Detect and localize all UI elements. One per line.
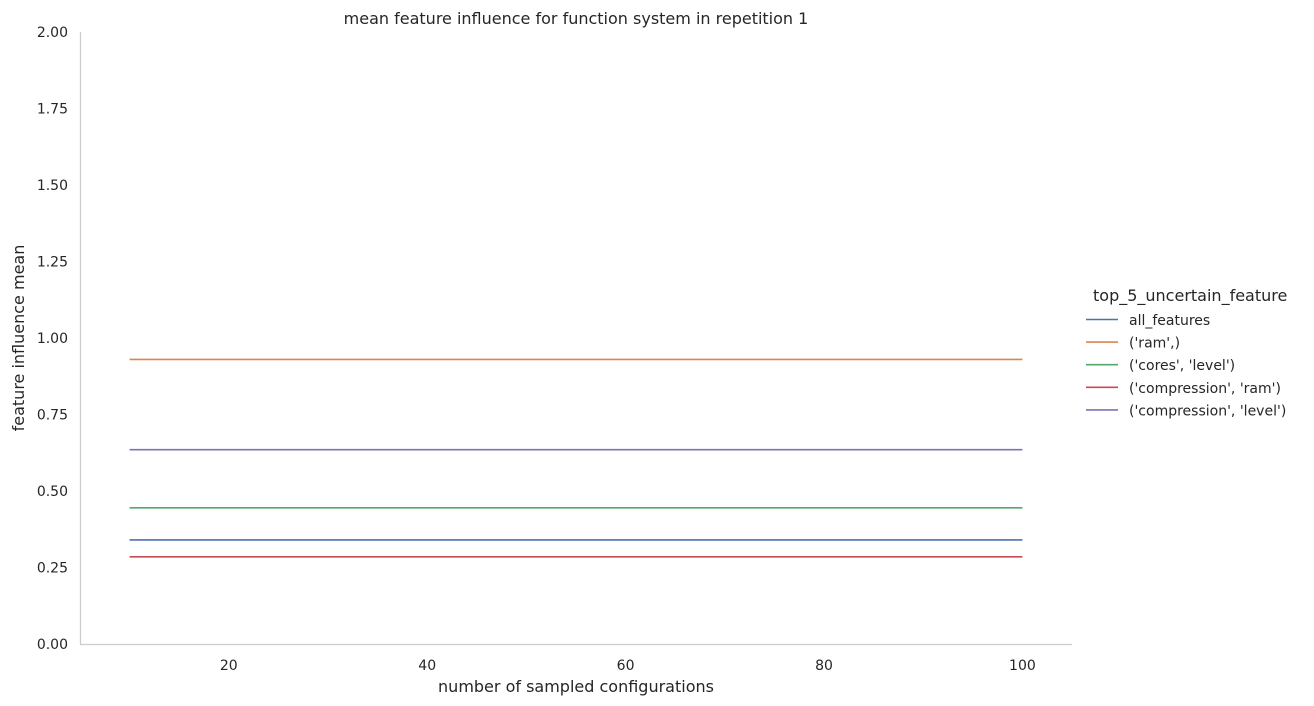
plot-area [79,32,1072,646]
y-axis-ticks: 0.00 0.25 0.50 0.75 1.00 1.25 1.50 1.75 2.00 [37,25,68,653]
series-layer [129,358,1023,558]
x-tick-label: 100 [1009,658,1036,674]
y-tick-label: 0.25 [37,561,68,577]
y-tick-label: 1.00 [37,331,68,347]
legend-entry-label: ('compression', 'ram') [1129,381,1281,397]
x-axis-ticks: 20 40 60 80 100 [220,658,1036,674]
y-tick-label: 1.25 [37,255,68,271]
y-tick-label: 1.75 [37,102,68,118]
legend-entry-label: ('ram',) [1129,336,1180,352]
x-tick-label: 80 [815,658,833,674]
x-tick-label: 40 [418,658,436,674]
y-tick-label: 0.50 [37,484,68,500]
y-axis-label: feature influence mean [9,245,28,432]
y-tick-label: 2.00 [37,25,68,41]
x-tick-label: 20 [220,658,238,674]
legend-entry-label: ('compression', 'level') [1129,403,1286,419]
legend-items: all_features ('ram',) ('cores', 'level') ('… [1086,313,1286,419]
y-tick-label: 1.50 [37,178,68,194]
x-axis-label: number of sampled configurations [438,677,714,696]
legend-title: top_5_uncertain_feature [1093,286,1287,306]
y-tick-label: 0.00 [37,637,68,653]
chart-title: mean feature influence for function syst… [344,9,809,28]
legend-entry-label: all_features [1129,313,1210,329]
legend-entry-label: ('cores', 'level') [1129,358,1235,374]
x-tick-label: 60 [617,658,635,674]
legend: top_5_uncertain_feature all_features ('ra… [1086,286,1287,419]
y-tick-label: 0.75 [37,408,68,424]
